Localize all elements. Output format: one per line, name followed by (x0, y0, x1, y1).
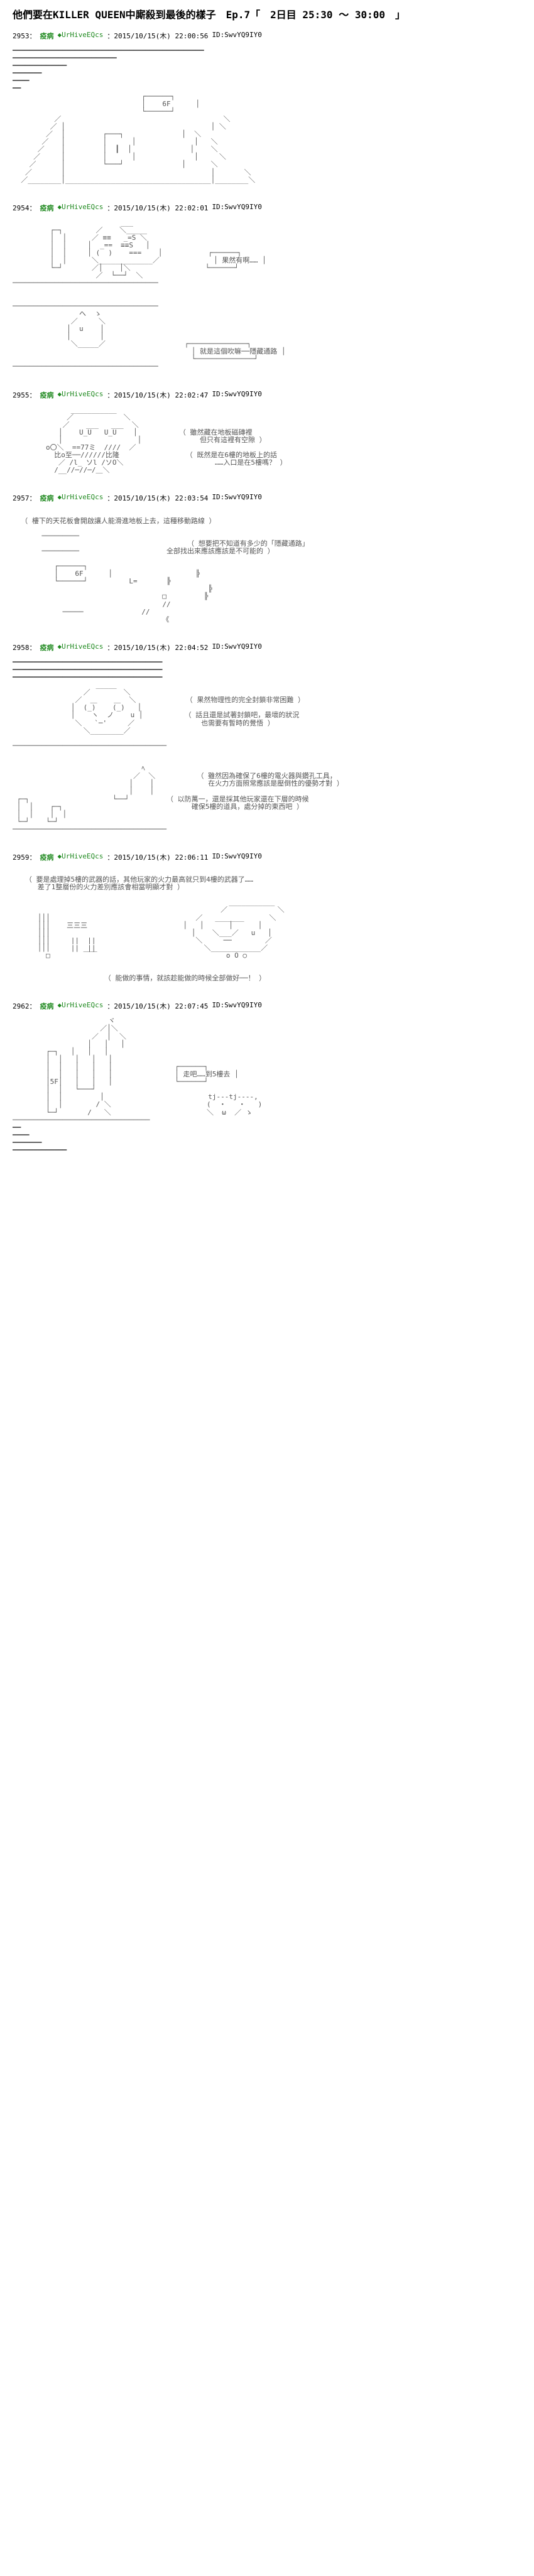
ascii-art-content: （ 要是處理掉5樓的武器的話，其他玩家的火力最高就只到4樓的武器了…… 差了1整… (13, 869, 521, 982)
post-id: ID:SwvYQ9IY0 (212, 642, 261, 652)
post-id: ID:SwvYQ9IY0 (212, 390, 261, 400)
post-number: 2957： (13, 493, 36, 503)
post-date: ：2015/10/15(木) 22:07:45 (107, 1001, 208, 1011)
post-header: 2957： 疫病 ◆UrHiveEQcs：2015/10/15(木) 22:03:5… (13, 493, 521, 503)
post-tripcode: ◆UrHiveEQcs (58, 852, 104, 862)
posts-container: 2953：疫病◆UrHiveEQcs：2015/10/15(木) 22:00:5… (13, 31, 521, 1154)
post-header: 2954： 疫病 ◆UrHiveEQcs：2015/10/15(木) 22:02:0… (13, 203, 521, 213)
post-tripcode: ◆UrHiveEQcs (58, 493, 104, 503)
post-tripcode: ◆UrHiveEQcs (58, 31, 104, 41)
ascii-art-content: ___ ┌─┐ ／ ＼_____ │ │ ／ ≡≡ _=S ＼ │ │ │ _=… (13, 219, 521, 371)
post: 2958： 疫病 ◆UrHiveEQcs：2015/10/15(木) 22:04:5… (13, 642, 521, 833)
ascii-art-content: ヾ ／│＼ ／ │ ＼ │ │ │ ┌─┐ │ │ │ │ │ │ │ │ │ … (13, 1017, 521, 1154)
ascii-art-content: ━━━━━━━━━━━━━━━━━━━━━━━━━━━━━━━━━━━━ ━━━… (13, 659, 521, 833)
post-id: ID:SwvYQ9IY0 (212, 1001, 261, 1011)
post-id: ID:SwvYQ9IY0 (212, 203, 261, 213)
post: 2962： 疫病 ◆UrHiveEQcs：2015/10/15(木) 22:07:4… (13, 1001, 521, 1154)
post: 2959： 疫病 ◆UrHiveEQcs：2015/10/15(木) 22:06:1… (13, 852, 521, 982)
post-tripcode: ◆UrHiveEQcs (58, 642, 104, 652)
post-date: ：2015/10/15(木) 22:06:11 (107, 852, 208, 862)
post-header: 2955： 疫病 ◆UrHiveEQcs：2015/10/15(木) 22:02:4… (13, 390, 521, 400)
post-date: ：2015/10/15(木) 22:03:54 (107, 493, 208, 503)
post-date: ：2015/10/15(木) 22:02:01 (107, 203, 208, 213)
post-date: ：2015/10/15(木) 22:02:47 (107, 390, 208, 400)
page-title: 他們要在KILLER QUEEN中廝殺到最後的樣子 Ep.7「 2日目 25:3… (13, 6, 521, 21)
post-date: ：2015/10/15(木) 22:04:52 (107, 642, 208, 652)
post-number: 2958： (13, 642, 36, 652)
post: 2953： 疫病 ◆UrHiveEQcs：2015/10/15(木) 22:00:5… (13, 31, 521, 184)
post-author-name[interactable]: 疫病 (40, 852, 54, 862)
post-number: 2962： (13, 1001, 36, 1011)
post-author-name[interactable]: 疫病 (40, 1001, 54, 1011)
post-tripcode: ◆UrHiveEQcs (58, 390, 104, 400)
post-header: 2962： 疫病 ◆UrHiveEQcs：2015/10/15(木) 22:07:4… (13, 1001, 521, 1011)
post-id: ID:SwvYQ9IY0 (212, 493, 261, 503)
post-number: 2953： (13, 31, 36, 41)
post-number: 2954： (13, 203, 36, 213)
post-id: ID:SwvYQ9IY0 (212, 852, 261, 862)
post-tripcode: ◆UrHiveEQcs (58, 203, 104, 213)
post-author-name[interactable]: 疫病 (40, 493, 54, 503)
ascii-art-content: （ 樓下的天花板會開啟讓人能滑進地板上去，這種移動路線 ） ───────── … (13, 509, 521, 623)
post-id: ID:SwvYQ9IY0 (212, 31, 261, 41)
post-author-name[interactable]: 疫病 (40, 31, 54, 41)
post: 2957： 疫病 ◆UrHiveEQcs：2015/10/15(木) 22:03:5… (13, 493, 521, 623)
post-date: ：2015/10/15(木) 22:00:56 (107, 31, 208, 41)
ascii-art-content: ━━━━━━━━━━━━━━━━━━━━━━━━━━━━━━━━━━━━━━━━… (13, 47, 521, 184)
post: 2955： 疫病 ◆UrHiveEQcs：2015/10/15(木) 22:02:4… (13, 390, 521, 475)
post-author-name[interactable]: 疫病 (40, 203, 54, 213)
post-number: 2955： (13, 390, 36, 400)
ascii-art-content: ___________ ／ ＼ ／ ___ ___ ＼ │ U_U U_U │ … (13, 406, 521, 475)
post-author-name[interactable]: 疫病 (40, 390, 54, 400)
post-author-name[interactable]: 疫病 (40, 642, 54, 652)
post: 2954： 疫病 ◆UrHiveEQcs：2015/10/15(木) 22:02:0… (13, 203, 521, 371)
post-number: 2959： (13, 852, 36, 862)
post-header: 2953： 疫病 ◆UrHiveEQcs：2015/10/15(木) 22:00:5… (13, 31, 521, 41)
post-tripcode: ◆UrHiveEQcs (58, 1001, 104, 1011)
post-header: 2959： 疫病 ◆UrHiveEQcs：2015/10/15(木) 22:06:1… (13, 852, 521, 862)
post-header: 2958： 疫病 ◆UrHiveEQcs：2015/10/15(木) 22:04:5… (13, 642, 521, 652)
